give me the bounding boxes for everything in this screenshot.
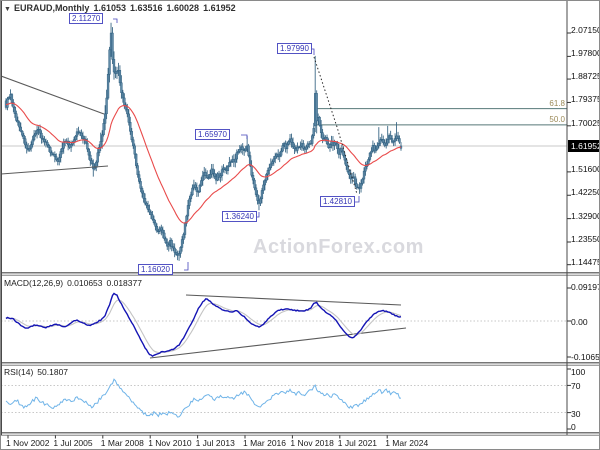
macd-axis-label: 0.00 [571, 316, 588, 327]
ohlc-close: 1.61952 [203, 3, 236, 13]
date-axis-label: 1 Nov 2002 [6, 438, 50, 448]
price-axis-label: 1.79375 [571, 94, 600, 105]
price-annotation[interactable]: 1.97990 [277, 43, 312, 54]
rsi-indicator-label: RSI(14) 50.1807 [4, 367, 72, 377]
price-axis-label: 1.32900 [571, 210, 600, 221]
date-axis-label: 1 Mar 2008 [100, 438, 144, 448]
date-axis-label: 1 Nov 2010 [148, 438, 192, 448]
price-axis-label: 1.14475 [571, 256, 600, 267]
date-axis-label: 1 Nov 2018 [290, 438, 334, 448]
ohlc-low: 1.60028 [166, 3, 200, 13]
date-axis-label: 1 Jul 2005 [53, 438, 93, 448]
rsi-axis-label: 0 [571, 422, 576, 432]
macd-name: MACD(12,26,9) [4, 278, 64, 288]
rsi-value: 50.1807 [37, 367, 69, 377]
chart-title: ▼ EURAUD,Monthly 1.61053 1.63516 1.60028 1.61… [4, 3, 236, 13]
price-annotation[interactable]: 2.11270 [69, 13, 104, 24]
fib-level-label[interactable]: 50.0 [549, 115, 565, 125]
ohlc-high: 1.63516 [129, 3, 163, 13]
price-axis-label: 1.88725 [571, 71, 600, 82]
macd-axis-label: 0.091976 [571, 282, 599, 292]
fib-level-label[interactable]: 61.8 [549, 99, 565, 109]
ohlc-open: 1.61053 [93, 3, 126, 13]
date-axis-label: 1 Mar 2016 [243, 438, 286, 448]
price-axis-label: 1.51600 [571, 163, 600, 174]
rsi-axis-label: 70 [571, 381, 581, 392]
macd-signal-value: 0.018377 [106, 278, 142, 288]
macd-indicator-label: MACD(12,26,9) 0.010653 0.018377 [4, 278, 146, 288]
date-axis-label: 1 Jul 2013 [195, 438, 235, 448]
rsi-name: RSI(14) [4, 367, 34, 377]
symbol-name: EURAUD,Monthly [13, 3, 90, 13]
price-annotation[interactable]: 1.36240 [222, 211, 257, 222]
date-axis-label: 1 Jul 2021 [337, 438, 378, 448]
price-axis-label: 2.07150 [571, 25, 600, 35]
price-annotation[interactable]: 1.16020 [138, 264, 173, 275]
macd-value: 0.010653 [67, 278, 103, 288]
price-axis-label: 1.70025 [571, 117, 600, 128]
price-annotation[interactable]: 1.65970 [195, 129, 230, 140]
watermark: ActionForex.com [253, 236, 424, 258]
current-price-tag: 1.61952 [568, 140, 599, 153]
rsi-axis-label: 100 [571, 367, 586, 377]
date-axis-label: 1 Mar 2024 [385, 438, 429, 448]
macd-axis-label: -0.106528 [571, 352, 600, 362]
price-axis-label: 1.23550 [571, 234, 600, 244]
symbol-dropdown-icon[interactable]: ▼ [4, 6, 11, 13]
price-axis-label: 1.97800 [571, 48, 600, 59]
price-annotation[interactable]: 1.42810 [320, 196, 355, 207]
rsi-axis-label: 30 [571, 408, 581, 419]
price-axis-label: 1.42250 [571, 187, 600, 198]
